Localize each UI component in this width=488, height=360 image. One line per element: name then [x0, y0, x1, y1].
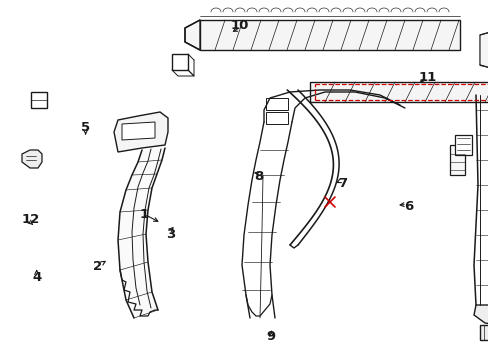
Polygon shape: [172, 54, 187, 70]
Text: 11: 11: [418, 71, 436, 84]
Polygon shape: [114, 112, 168, 152]
Polygon shape: [479, 35, 488, 65]
Polygon shape: [31, 92, 47, 108]
Text: 3: 3: [166, 228, 175, 240]
Polygon shape: [309, 82, 488, 102]
Polygon shape: [118, 148, 164, 318]
Text: 5: 5: [81, 121, 90, 134]
Text: 4: 4: [32, 271, 41, 284]
Polygon shape: [200, 20, 459, 50]
Text: 2: 2: [93, 260, 102, 273]
Polygon shape: [454, 135, 471, 155]
Text: 9: 9: [266, 330, 275, 343]
Polygon shape: [265, 98, 287, 110]
Polygon shape: [184, 20, 200, 50]
Text: 10: 10: [230, 19, 248, 32]
Text: 6: 6: [403, 201, 412, 213]
Text: 7: 7: [337, 177, 346, 190]
Text: 8: 8: [254, 170, 263, 183]
Text: 12: 12: [21, 213, 40, 226]
Polygon shape: [449, 145, 464, 175]
Polygon shape: [479, 31, 488, 69]
Polygon shape: [265, 112, 287, 124]
Polygon shape: [473, 305, 488, 327]
Polygon shape: [22, 150, 42, 168]
Polygon shape: [479, 315, 488, 340]
Polygon shape: [122, 122, 155, 140]
Text: 1: 1: [140, 208, 148, 221]
